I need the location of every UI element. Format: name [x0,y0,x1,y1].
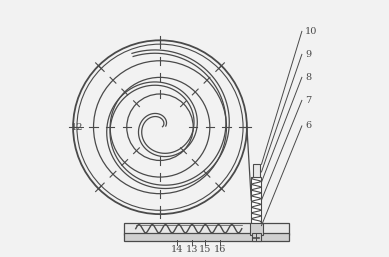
Bar [124,223,289,235]
Text: 7: 7 [305,96,311,105]
Text: 12: 12 [71,123,83,132]
Text: 15: 15 [198,245,211,254]
Bar [252,233,261,241]
Bar [124,233,289,241]
Text: 13: 13 [186,245,198,254]
Text: 9: 9 [305,50,311,59]
Text: 8: 8 [305,73,311,82]
Text: 14: 14 [170,245,183,254]
Text: 10: 10 [305,27,317,36]
Bar [250,223,263,235]
Text: 6: 6 [305,122,311,131]
Bar [253,164,260,177]
Text: 16: 16 [214,245,226,254]
Bar [251,177,261,223]
